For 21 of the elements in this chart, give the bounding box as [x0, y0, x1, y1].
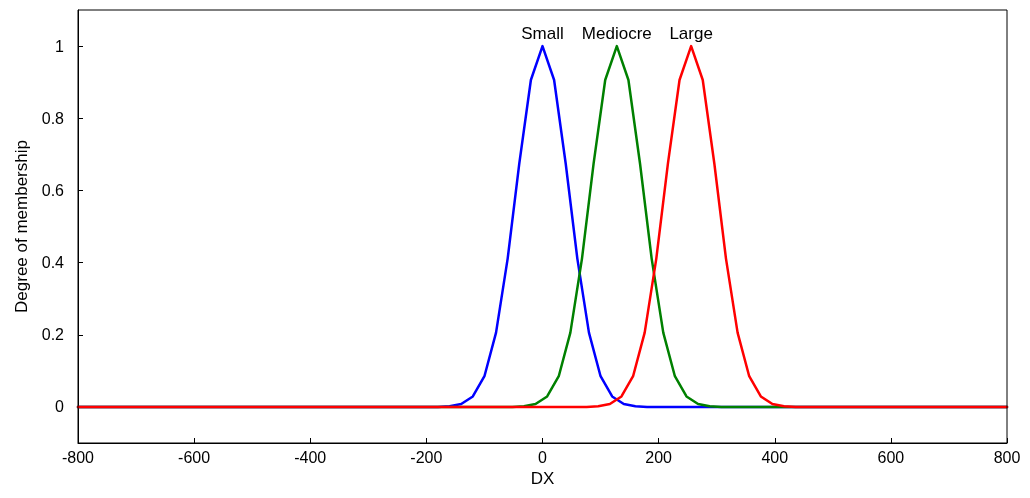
x-tick-label: 200 [645, 448, 673, 466]
series-label: Small [521, 24, 564, 44]
x-tick-label: 0 [538, 448, 548, 466]
y-tick-label: 0.2 [41, 326, 65, 344]
series-label: Mediocre [581, 24, 652, 44]
y-axis-title: Degree of membership [12, 140, 31, 313]
x-tick-label: 400 [761, 448, 789, 466]
x-axis-title: DX [530, 468, 555, 488]
x-tick-label: -800 [61, 448, 95, 466]
y-tick-label: 0.4 [41, 254, 65, 272]
x-tick-label: -400 [294, 448, 327, 466]
series-label: Large [669, 24, 713, 44]
y-tick-label: 1 [55, 37, 65, 55]
x-tick-label: 600 [877, 448, 905, 466]
x-tick-label: -600 [178, 448, 211, 466]
y-tick-label: 0.8 [41, 109, 65, 127]
y-tick-label: 0 [55, 398, 65, 416]
line-series [76, 44, 1009, 409]
x-tick-label: 800 [993, 448, 1021, 466]
x-tick-label: -200 [410, 448, 443, 466]
y-tick-label: 0.6 [41, 181, 65, 199]
